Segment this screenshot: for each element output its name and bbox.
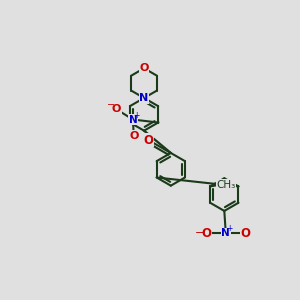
Text: O: O xyxy=(143,134,153,147)
Text: −: − xyxy=(106,100,115,110)
Text: O: O xyxy=(130,131,139,141)
Text: N: N xyxy=(221,228,230,238)
Text: O: O xyxy=(202,227,212,240)
Text: −: − xyxy=(194,228,204,238)
Text: N: N xyxy=(129,115,137,124)
Text: +: + xyxy=(133,111,139,120)
Text: CH₃: CH₃ xyxy=(217,180,236,190)
Text: O: O xyxy=(140,63,149,73)
Text: N: N xyxy=(140,93,149,103)
Text: O: O xyxy=(240,227,250,240)
Text: O: O xyxy=(112,104,121,114)
Text: +: + xyxy=(226,224,232,233)
